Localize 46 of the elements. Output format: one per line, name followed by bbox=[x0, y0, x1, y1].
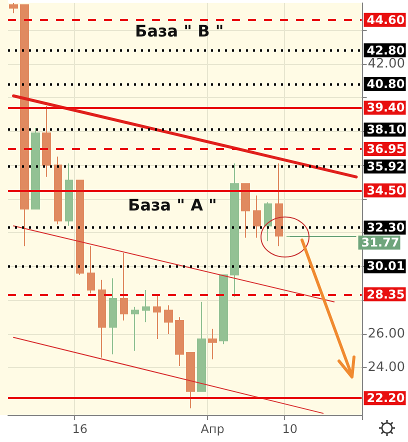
candlestick bbox=[208, 328, 217, 360]
candlestick bbox=[275, 162, 283, 247]
ref-line-label: 30.01 bbox=[366, 259, 405, 274]
annotation: База " B " bbox=[135, 22, 224, 40]
y-tick-label: 26.00 bbox=[368, 326, 405, 342]
ref-line-label: 34.50 bbox=[366, 183, 405, 198]
annotation: База " A " bbox=[128, 196, 217, 214]
candlestick bbox=[219, 274, 228, 345]
candlestick bbox=[164, 304, 173, 334]
ref-line-label: 38.10 bbox=[366, 122, 405, 137]
candlestick bbox=[230, 162, 239, 298]
candlestick bbox=[131, 306, 139, 352]
ref-line-label: 22.20 bbox=[366, 391, 405, 406]
ref-line-label: 36.95 bbox=[366, 142, 405, 156]
candlestick bbox=[253, 194, 261, 238]
x-tick-label: 16 bbox=[72, 422, 88, 436]
y-tick-label: 42.00 bbox=[368, 56, 405, 72]
candlestick bbox=[142, 290, 150, 323]
candlestick bbox=[98, 279, 106, 358]
candlestick bbox=[20, 4, 29, 247]
candlestick bbox=[54, 156, 62, 225]
candlestick bbox=[65, 162, 73, 226]
candlestick bbox=[109, 278, 117, 355]
candlestick bbox=[42, 106, 51, 178]
candlestick bbox=[175, 316, 184, 367]
ref-line-label: 31.77 bbox=[361, 236, 400, 250]
candlestick bbox=[76, 180, 84, 276]
candlestick bbox=[241, 183, 250, 238]
ref-line-label: 28.35 bbox=[366, 287, 405, 302]
ref-line-label: 32.30 bbox=[366, 220, 405, 235]
candlestick bbox=[31, 127, 40, 210]
ref-line-label: 39.40 bbox=[366, 100, 405, 115]
candlestick bbox=[197, 301, 206, 392]
candlestick bbox=[120, 252, 128, 321]
ref-line-label: 44.60 bbox=[366, 12, 405, 27]
candlestick bbox=[186, 352, 195, 409]
candlestick bbox=[87, 246, 95, 294]
ref-line-label: 42.80 bbox=[366, 43, 405, 58]
candlestick bbox=[153, 294, 161, 340]
candlestick bbox=[9, 2, 18, 14]
candlestick bbox=[264, 202, 272, 242]
x-tick-label: Апр bbox=[200, 422, 224, 436]
ref-line-label: 35.92 bbox=[366, 159, 405, 174]
ref-line-label: 40.80 bbox=[366, 77, 405, 92]
x-tick-label: 10 bbox=[282, 422, 298, 436]
y-tick-label: 24.00 bbox=[368, 360, 405, 376]
